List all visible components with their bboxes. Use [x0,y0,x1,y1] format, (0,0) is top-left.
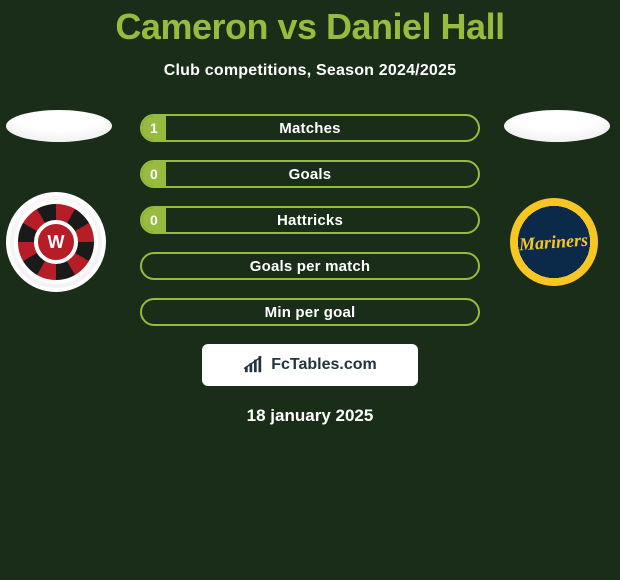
stat-left-segment: 1 [142,116,166,140]
mariners-script: Mariners [519,229,589,255]
stats-rows: 1 Matches 0 Goals 0 [140,110,480,326]
stat-left-segment: 0 [142,162,166,186]
stat-left-value: 0 [150,212,158,228]
left-player-spot: W [6,110,116,292]
left-club-logo: W [6,192,106,292]
wsw-monogram: W [34,220,78,264]
stat-label: Min per goal [142,300,478,324]
stat-label: Hattricks [142,208,478,232]
brand-watermark: FcTables.com [202,344,418,386]
stat-left-segment: 0 [142,208,166,232]
page-title: Cameron vs Daniel Hall [0,0,620,48]
stat-label: Matches [142,116,478,140]
right-club-logo: Mariners [504,192,604,292]
stat-row-matches: 1 Matches [140,114,480,142]
date-text: 18 january 2025 [0,406,620,426]
stat-left-value: 0 [150,166,158,182]
player-photo-placeholder [504,110,610,142]
subtitle: Club competitions, Season 2024/2025 [0,62,620,80]
player-photo-placeholder [6,110,112,142]
comparison-stage: W Mariners 1 Matches [0,110,620,426]
stat-row-hattricks: 0 Hattricks [140,206,480,234]
stat-row-min-per-goal: Min per goal [140,298,480,326]
stat-row-goals: 0 Goals [140,160,480,188]
stat-left-value: 1 [150,120,158,136]
right-player-spot: Mariners [504,110,614,292]
wsw-badge: W [14,200,98,284]
mariners-badge: Mariners [510,198,598,286]
stat-label: Goals per match [142,254,478,278]
stat-row-goals-per-match: Goals per match [140,252,480,280]
brand-text: FcTables.com [271,356,377,374]
bar-chart-icon [243,356,265,374]
stat-label: Goals [142,162,478,186]
